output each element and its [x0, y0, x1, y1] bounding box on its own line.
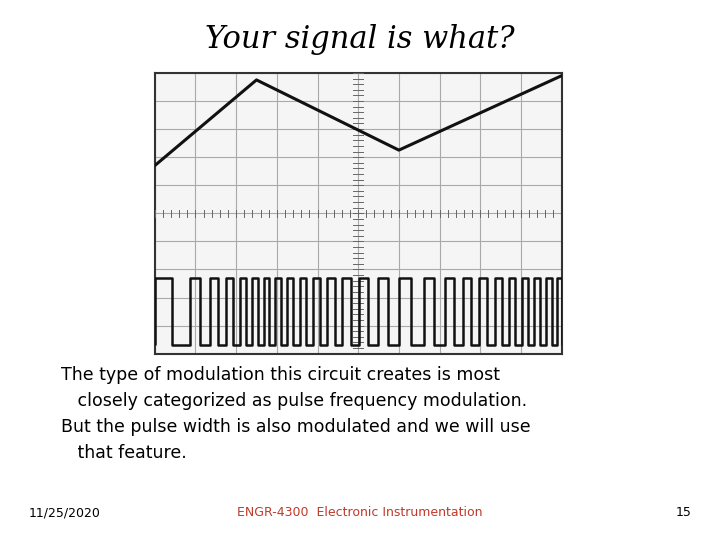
Text: Your signal is what?: Your signal is what? — [205, 24, 515, 55]
Text: closely categorized as pulse frequency modulation.: closely categorized as pulse frequency m… — [61, 392, 527, 409]
Text: ENGR-4300  Electronic Instrumentation: ENGR-4300 Electronic Instrumentation — [238, 507, 482, 519]
Text: that feature.: that feature. — [61, 444, 187, 462]
Text: 15: 15 — [675, 507, 691, 519]
Text: The type of modulation this circuit creates is most: The type of modulation this circuit crea… — [61, 366, 500, 384]
Text: 11/25/2020: 11/25/2020 — [29, 507, 101, 519]
Text: But the pulse width is also modulated and we will use: But the pulse width is also modulated an… — [61, 418, 531, 436]
